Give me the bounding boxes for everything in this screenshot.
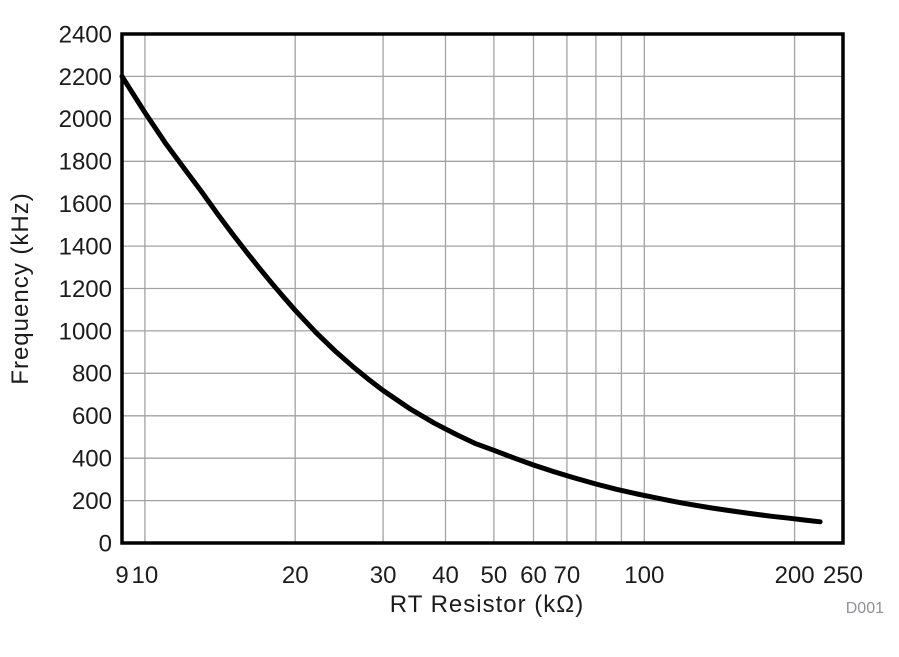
x-tick-label: 30: [370, 562, 397, 589]
y-tick-label: 1000: [59, 318, 112, 345]
figure-id-watermark: D001: [846, 600, 884, 617]
x-tick-label: 9: [115, 562, 128, 589]
x-axis-title: RT Resistor (kΩ): [390, 591, 584, 618]
y-tick-label: 200: [72, 488, 112, 515]
y-tick-label: 2000: [59, 106, 112, 133]
x-tick-label: 50: [481, 562, 508, 589]
frequency-curve: [119, 73, 823, 525]
y-tick-label: 1200: [59, 276, 112, 303]
y-tick-label: 600: [72, 403, 112, 430]
x-tick-label: 70: [554, 562, 581, 589]
x-tick-label: 250: [823, 562, 863, 589]
y-tick-label: 0: [99, 530, 112, 557]
x-tick-label: 60: [520, 562, 547, 589]
y-tick-label: 1800: [59, 149, 112, 176]
plot-frame: [120, 32, 845, 545]
x-tick-label: 10: [132, 562, 159, 589]
y-tick-label: 1400: [59, 234, 112, 261]
y-axis-title: Frequency (kHz): [7, 192, 34, 384]
x-tick-label: 20: [282, 562, 309, 589]
y-tick-label: 1600: [59, 191, 112, 218]
x-tick-label: 200: [775, 562, 815, 589]
y-tick-label: 800: [72, 361, 112, 388]
x-tick-label: 100: [624, 562, 664, 589]
horizontal-gridlines: [122, 75, 843, 502]
x-axis-tick-labels: 9 10 20 30 40 50 60 70 100 200 250: [115, 562, 863, 589]
y-tick-label: 2400: [59, 21, 112, 48]
y-tick-label: 2200: [59, 64, 112, 91]
y-tick-label: 400: [72, 446, 112, 473]
x-tick-label: 40: [432, 562, 459, 589]
y-axis-tick-labels: 0 200 400 600 800 1000 1200 1400 1600 1800 2000 220…: [59, 21, 112, 557]
